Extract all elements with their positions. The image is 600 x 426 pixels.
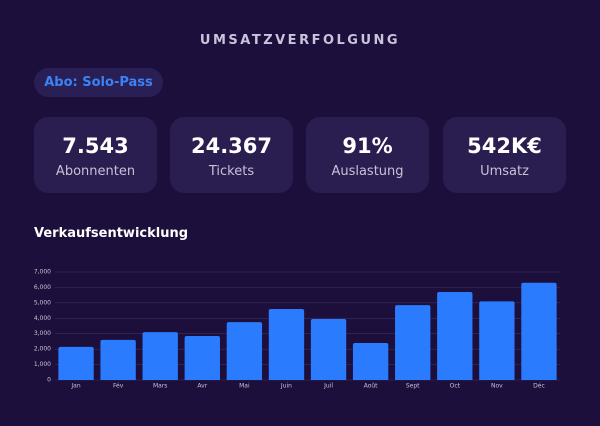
x-tick-label: Mai [239, 383, 250, 390]
kpi-value: 7.543 [62, 134, 129, 158]
kpi-card: 24.367 Tickets [170, 117, 293, 193]
x-tick-label: Sept [406, 383, 420, 390]
y-tick-label: 5,000 [34, 299, 51, 306]
kpi-value: 91% [342, 134, 393, 158]
y-tick-label: 2,000 [34, 346, 51, 353]
kpi-label: Abonnenten [55, 164, 136, 179]
bar [268, 309, 305, 380]
bar [479, 301, 515, 380]
kpi-card: 91% Auslastung [306, 117, 429, 193]
kpi-card: 542K€ Umsatz [443, 117, 566, 193]
bar [395, 305, 431, 380]
kpi-value: 24.367 [190, 134, 273, 158]
bar [437, 292, 473, 380]
bar [58, 346, 94, 380]
bar [310, 319, 347, 380]
kpi-label: Umsatz [480, 164, 529, 179]
y-tick-label: 4,000 [34, 315, 51, 322]
x-tick-label: Oct [450, 383, 461, 390]
chart-title: Verkaufsentwicklung [34, 226, 189, 241]
x-tick-label: Mars [153, 383, 167, 390]
kpi-label: Tickets [208, 164, 255, 179]
x-tick-label: Fév [113, 383, 124, 390]
x-tick-label: Nov [491, 383, 503, 390]
kpi-label: Auslastung [331, 164, 404, 179]
plan-badge[interactable]: Abo: Solo-Pass [34, 68, 163, 97]
bar [184, 336, 220, 380]
x-tick-label: Jan [70, 383, 80, 390]
y-tick-label: 0 [47, 377, 51, 384]
kpi-card: 7.543 Abonnenten [34, 117, 157, 193]
y-tick-label: 1,000 [34, 361, 51, 368]
bar [142, 332, 178, 380]
bar [100, 339, 136, 380]
x-tick-label: Juin [280, 383, 292, 390]
x-tick-label: Avr [197, 383, 207, 390]
bar [352, 342, 389, 380]
y-tick-label: 6,000 [34, 284, 51, 291]
x-tick-label: Juil [323, 383, 333, 390]
kpi-value: 542K€ [467, 134, 542, 158]
x-tick-label: Août [364, 383, 378, 390]
bar [226, 322, 263, 380]
bar [521, 282, 557, 380]
x-tick-label: Déc [533, 383, 545, 390]
y-tick-label: 7,000 [34, 269, 51, 276]
page-title: UMSATZVERFOLGUNG [199, 33, 401, 48]
y-tick-label: 3,000 [34, 330, 51, 337]
